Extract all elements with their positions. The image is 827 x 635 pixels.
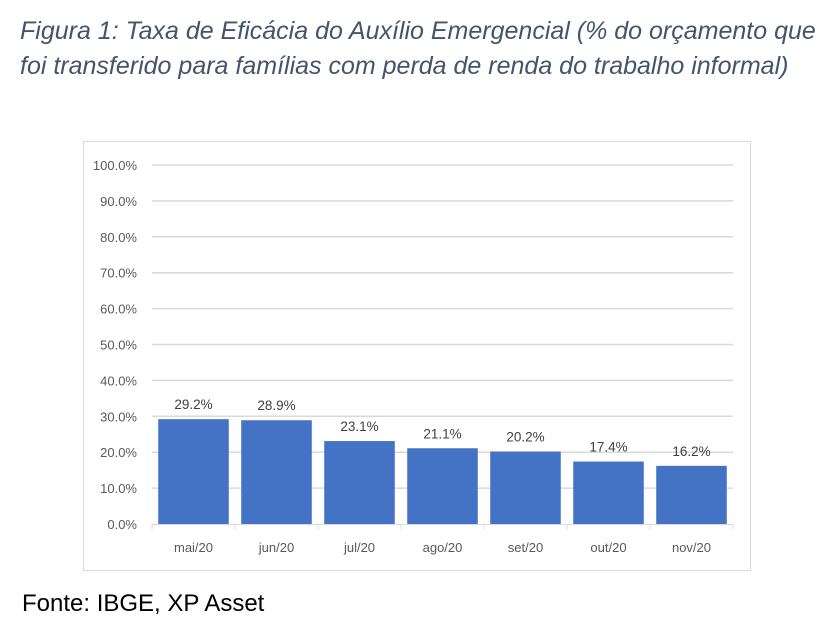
y-tick-label: 60.0%: [100, 302, 137, 317]
y-tick-label: 20.0%: [100, 445, 137, 460]
data-label: 29.2%: [174, 397, 212, 412]
y-tick-label: 90.0%: [100, 194, 137, 209]
y-tick-label: 30.0%: [100, 409, 137, 424]
chart-title: Figura 1: Taxa de Eficácia do Auxílio Em…: [20, 17, 816, 80]
x-tick-label: jun/20: [258, 540, 294, 555]
bar-jun-20: [241, 420, 312, 524]
data-label: 20.2%: [506, 429, 544, 444]
x-tick-label: mai/20: [174, 540, 213, 555]
source-note: Fonte: IBGE, XP Asset: [22, 590, 265, 617]
x-tick-label: out/20: [590, 540, 626, 555]
bar-nov-20: [656, 465, 727, 524]
bar-out-20: [573, 461, 644, 524]
data-label: 16.2%: [672, 444, 710, 459]
y-tick-label: 70.0%: [100, 266, 137, 281]
bar-ago-20: [407, 448, 478, 524]
y-tick-label: 10.0%: [100, 481, 137, 496]
data-label: 21.1%: [423, 426, 461, 441]
y-tick-label: 80.0%: [100, 230, 137, 245]
bar-mai-20: [158, 419, 229, 524]
x-tick-label: set/20: [508, 540, 543, 555]
data-label: 23.1%: [340, 419, 378, 434]
y-tick-label: 50.0%: [100, 338, 137, 353]
y-tick-label: 40.0%: [100, 373, 137, 388]
data-label: 28.9%: [257, 398, 295, 413]
x-tick-label: ago/20: [423, 540, 463, 555]
x-tick-label: nov/20: [672, 540, 711, 555]
x-tick-label: jul/20: [343, 540, 375, 555]
data-label: 17.4%: [589, 440, 627, 455]
bar-set-20: [490, 451, 561, 524]
y-tick-label: 0.0%: [107, 517, 137, 532]
bar-jul-20: [324, 441, 395, 524]
y-tick-label: 100.0%: [93, 158, 138, 173]
